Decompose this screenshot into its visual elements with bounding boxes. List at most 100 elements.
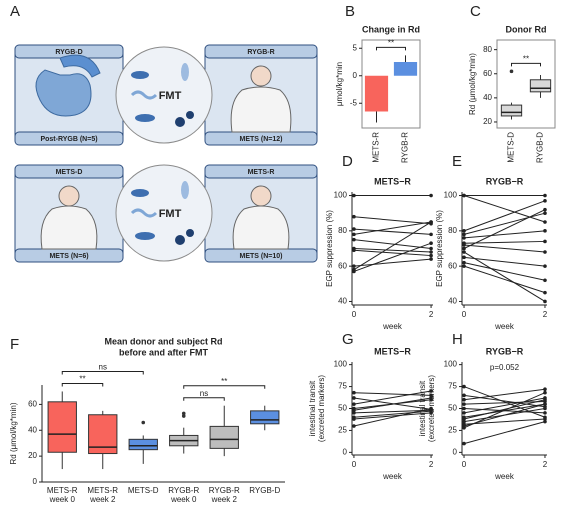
series-line: [463, 418, 546, 425]
panel-letter: B: [345, 3, 355, 20]
point: [429, 257, 433, 261]
significance-label: ns: [200, 389, 208, 398]
plot-frame: [361, 39, 421, 129]
point: [429, 246, 433, 251]
y-axis-label: EGP suppression (%): [435, 210, 444, 287]
significance-bracket: [376, 46, 406, 51]
point: [429, 241, 433, 246]
y-tick-label: 75: [448, 382, 457, 391]
point: [352, 214, 356, 219]
point: [462, 229, 466, 233]
series-line: [463, 251, 546, 302]
point: [543, 299, 547, 304]
series-line: [353, 390, 432, 405]
series-line: [353, 410, 432, 418]
series-line: [353, 239, 432, 249]
point: [543, 411, 547, 415]
point: [543, 402, 547, 406]
series-line: [463, 200, 546, 232]
point: [352, 264, 356, 268]
point: [462, 264, 466, 268]
box-header: METS-D: [56, 169, 83, 176]
series-line: [353, 392, 432, 396]
x-axis-label: week: [494, 322, 515, 331]
significance-bracket: [61, 370, 144, 375]
box-footer: METS (N=6): [49, 253, 88, 260]
y-tick-label: 25: [448, 426, 457, 435]
point: [429, 389, 433, 393]
x-tick-label: week 2: [211, 495, 238, 504]
point: [429, 406, 433, 411]
point: [543, 290, 547, 295]
point: [462, 236, 466, 240]
significance-bracket: [183, 385, 266, 389]
x-tick-label: 2: [429, 460, 434, 469]
point: [429, 250, 433, 254]
point: [429, 232, 433, 237]
box: [500, 104, 523, 117]
point: [429, 396, 433, 400]
y-axis-label: intestinal transit: [308, 380, 317, 436]
bar: [393, 62, 418, 76]
outlier: [141, 420, 146, 425]
series-line: [464, 240, 545, 244]
y-tick-label: 50: [338, 404, 347, 413]
y-axis-label: (excreted markers): [317, 375, 326, 442]
x-tick-label: METS-R: [372, 132, 381, 163]
box: [529, 79, 552, 93]
x-tick-label: RYGB-R: [209, 486, 240, 495]
series-line: [353, 248, 432, 253]
y-axis-label: EGP suppression (%): [325, 210, 334, 287]
box: METS-D METS (N=6): [14, 164, 124, 263]
y-tick-label: 60: [448, 261, 457, 270]
y-tick-label: 50: [448, 404, 457, 413]
plot-frame: [496, 39, 556, 129]
point: [352, 402, 356, 406]
point: [352, 408, 356, 413]
x-tick-label: RYGB-R: [168, 486, 199, 495]
point: [543, 193, 547, 198]
outlier: [181, 411, 186, 416]
y-tick-label: 40: [483, 93, 492, 102]
y-tick-label: 60: [338, 261, 347, 270]
series-line: [463, 394, 546, 408]
y-tick-label: 80: [448, 226, 457, 235]
point: [462, 384, 466, 389]
point: [543, 397, 547, 402]
point: [462, 260, 466, 265]
y-tick-label: 0: [33, 477, 38, 486]
y-tick-label: 20: [483, 117, 492, 126]
panel-letter: E: [452, 153, 462, 170]
point: [543, 390, 547, 395]
y-tick-label: 40: [338, 297, 347, 306]
point: [462, 397, 466, 402]
series-line: [353, 397, 432, 411]
series-line: [353, 221, 432, 235]
chart-title: METS−R: [374, 346, 411, 356]
y-tick-label: 100: [334, 360, 348, 369]
y-tick-label: 100: [334, 191, 348, 200]
x-tick-label: 2: [543, 460, 548, 469]
y-tick-label: 0: [343, 447, 348, 456]
y-tick-label: 80: [338, 226, 347, 235]
outlier: [181, 414, 186, 418]
significance-bracket: [511, 62, 541, 67]
y-tick-label: 25: [338, 426, 347, 435]
significance-bracket: [183, 397, 225, 401]
point: [462, 243, 466, 247]
x-axis-label: week: [382, 472, 403, 481]
chart-title: Mean donor and subject Rd: [104, 336, 222, 346]
point: [429, 393, 433, 398]
point: [352, 411, 356, 415]
fmt-label: FMT: [159, 90, 182, 102]
point: [352, 417, 356, 421]
fmt-circle: FMT: [115, 46, 213, 144]
box-footer: Post-RYGB (N=5): [40, 136, 97, 143]
panel-letter: G: [342, 331, 354, 348]
fmt-circle: FMT: [115, 164, 213, 262]
panel-letter: H: [452, 331, 463, 348]
y-tick-label: 40: [28, 425, 37, 434]
point: [462, 402, 466, 406]
significance-label: ns: [99, 363, 107, 372]
